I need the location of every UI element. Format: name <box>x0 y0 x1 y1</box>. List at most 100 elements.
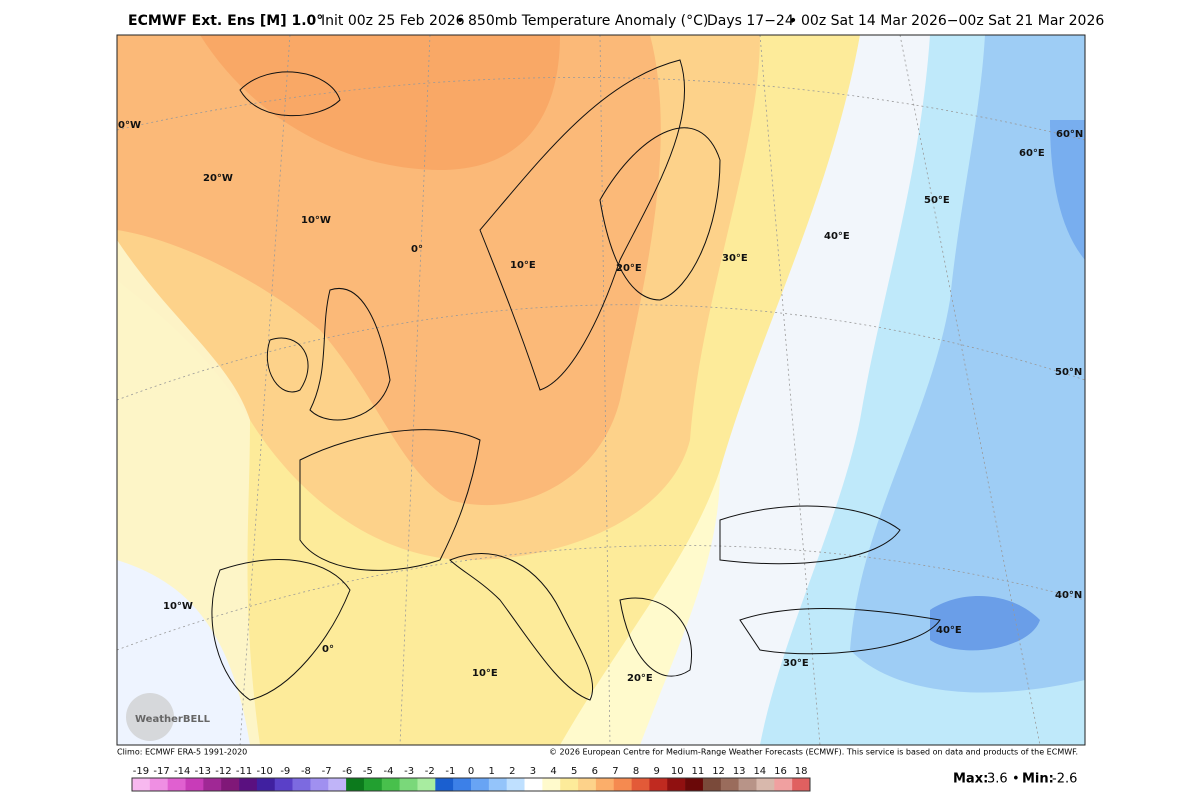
colorbar-frame <box>131 777 811 792</box>
grid-label: 50°N <box>1055 367 1082 378</box>
colorbar-label: -8 <box>301 766 311 777</box>
grid-label: 10°E <box>472 668 498 679</box>
days: Days 17−24 <box>707 13 794 29</box>
grid-label: 60°E <box>1019 148 1045 159</box>
grid-label: 40°N <box>1055 590 1082 601</box>
colorbar-label: 8 <box>633 766 639 777</box>
grid-label: 40°E <box>824 231 850 242</box>
colorbar-swatch <box>310 778 329 791</box>
grid-label: 10°E <box>510 260 536 271</box>
colorbar-label: 16 <box>774 766 787 777</box>
colorbar-label: -13 <box>195 766 211 777</box>
grid-label: 60°N <box>1056 129 1083 140</box>
colorbar-swatch <box>381 778 400 791</box>
colorbar-label: 11 <box>692 766 705 777</box>
colorbar-swatch <box>435 778 454 791</box>
colorbar-label: 4 <box>550 766 556 777</box>
colorbar-swatch <box>471 778 490 791</box>
grid-label: 10°W <box>301 215 331 226</box>
grid-label: 30°E <box>783 658 809 669</box>
colorbar-swatch <box>738 778 757 791</box>
colorbar-label: -6 <box>342 766 352 777</box>
colorbar-swatch <box>631 778 650 791</box>
colorbar-label: -19 <box>133 766 149 777</box>
header: ECMWF Ext. Ens [M] 1.0° Init 00z 25 Feb … <box>128 13 1104 29</box>
grid-label: 0°W <box>118 120 141 131</box>
colorbar-label: -14 <box>174 766 190 777</box>
grid-label: 10°W <box>163 601 193 612</box>
colorbar-swatch <box>149 778 168 791</box>
separator: • <box>1012 772 1020 787</box>
colorbar-swatch <box>792 778 811 791</box>
colorbar-label: 13 <box>733 766 746 777</box>
grid-label: 20°E <box>616 263 642 274</box>
max-value: 3.6 <box>987 772 1008 787</box>
colorbar-label: 0 <box>468 766 474 777</box>
colorbar-swatch <box>453 778 472 791</box>
grid-label: 20°W <box>203 173 233 184</box>
colorbar-swatch <box>649 778 668 791</box>
colorbar-label: -7 <box>322 766 332 777</box>
colorbar-label: -17 <box>153 766 169 777</box>
colorbar-label: -12 <box>215 766 231 777</box>
colorbar-label: -11 <box>236 766 252 777</box>
colorbar-swatch <box>417 778 436 791</box>
colorbar-label: 1 <box>488 766 494 777</box>
colorbar-label: 12 <box>712 766 725 777</box>
logo: WeatherBELL <box>135 714 211 725</box>
colorbar-swatch <box>328 778 347 791</box>
grid-label: 50°E <box>924 195 950 206</box>
title: ECMWF Ext. Ens [M] 1.0° <box>128 13 323 29</box>
colorbar-label: -3 <box>404 766 414 777</box>
colorbar-label: 3 <box>530 766 536 777</box>
colorbar-label: 9 <box>653 766 659 777</box>
colorbar-swatch <box>221 778 240 791</box>
grid-label: 30°E <box>722 253 748 264</box>
colorbar-swatch <box>595 778 615 791</box>
colorbar-swatch <box>203 778 222 791</box>
colorbar-swatch <box>578 778 597 791</box>
colorbar-swatch <box>506 778 525 791</box>
colorbar-label: -5 <box>363 766 373 777</box>
colorbar-label: 6 <box>592 766 598 777</box>
init: Init 00z 25 Feb 2026 <box>321 13 465 29</box>
grid-label: 20°E <box>627 673 653 684</box>
max-label: Max: <box>953 772 988 787</box>
colorbar-label: 14 <box>753 766 766 777</box>
colorbar-label: 10 <box>671 766 684 777</box>
colorbar-label: -4 <box>383 766 393 777</box>
colorbar-label: 5 <box>571 766 577 777</box>
colorbar-swatch <box>346 778 365 791</box>
colorbar-swatch <box>167 778 186 791</box>
colorbar-label: -1 <box>445 766 455 777</box>
colorbar-swatch <box>524 778 543 791</box>
colorbar-swatch <box>274 778 293 791</box>
colorbar-swatch <box>756 778 775 791</box>
colorbar-label: 7 <box>612 766 618 777</box>
colorbar-swatch <box>720 778 739 791</box>
min-value: -2.6 <box>1052 772 1077 787</box>
colorbar-label: -10 <box>257 766 273 777</box>
colorbar-swatch <box>256 778 276 791</box>
stats: Max: 3.6 • Min: -2.6 <box>953 772 1077 787</box>
colorbar-swatch <box>399 778 418 791</box>
colorbar: -19 -17 -14 -13 -12 -11 -10 -9 -8 -7 -6 -5 -4 -3 -2 -1 0… <box>131 766 811 792</box>
colorbar-swatch <box>560 778 579 791</box>
colorbar-label: -9 <box>280 766 290 777</box>
grid-label: 0° <box>322 644 334 655</box>
field: 850mb Temperature Anomaly (°C) <box>468 13 708 29</box>
climo: Climo: ECMWF ERA-5 1991-2020 <box>117 748 247 757</box>
map-frame <box>116 34 1086 746</box>
colorbar-swatch <box>132 778 151 791</box>
bullet: • <box>456 13 464 29</box>
colorbar-label: -2 <box>425 766 435 777</box>
colorbar-swatch <box>542 778 561 791</box>
colorbar-swatch <box>363 778 383 791</box>
colorbar-swatch <box>613 778 632 791</box>
colorbar-label: 18 <box>795 766 808 777</box>
grid-label: 0° <box>411 244 423 255</box>
colorbar-swatch <box>488 778 507 791</box>
colorbar-label: 2 <box>509 766 515 777</box>
period: 00z Sat 14 Mar 2026−00z Sat 21 Mar 2026 <box>801 13 1104 29</box>
